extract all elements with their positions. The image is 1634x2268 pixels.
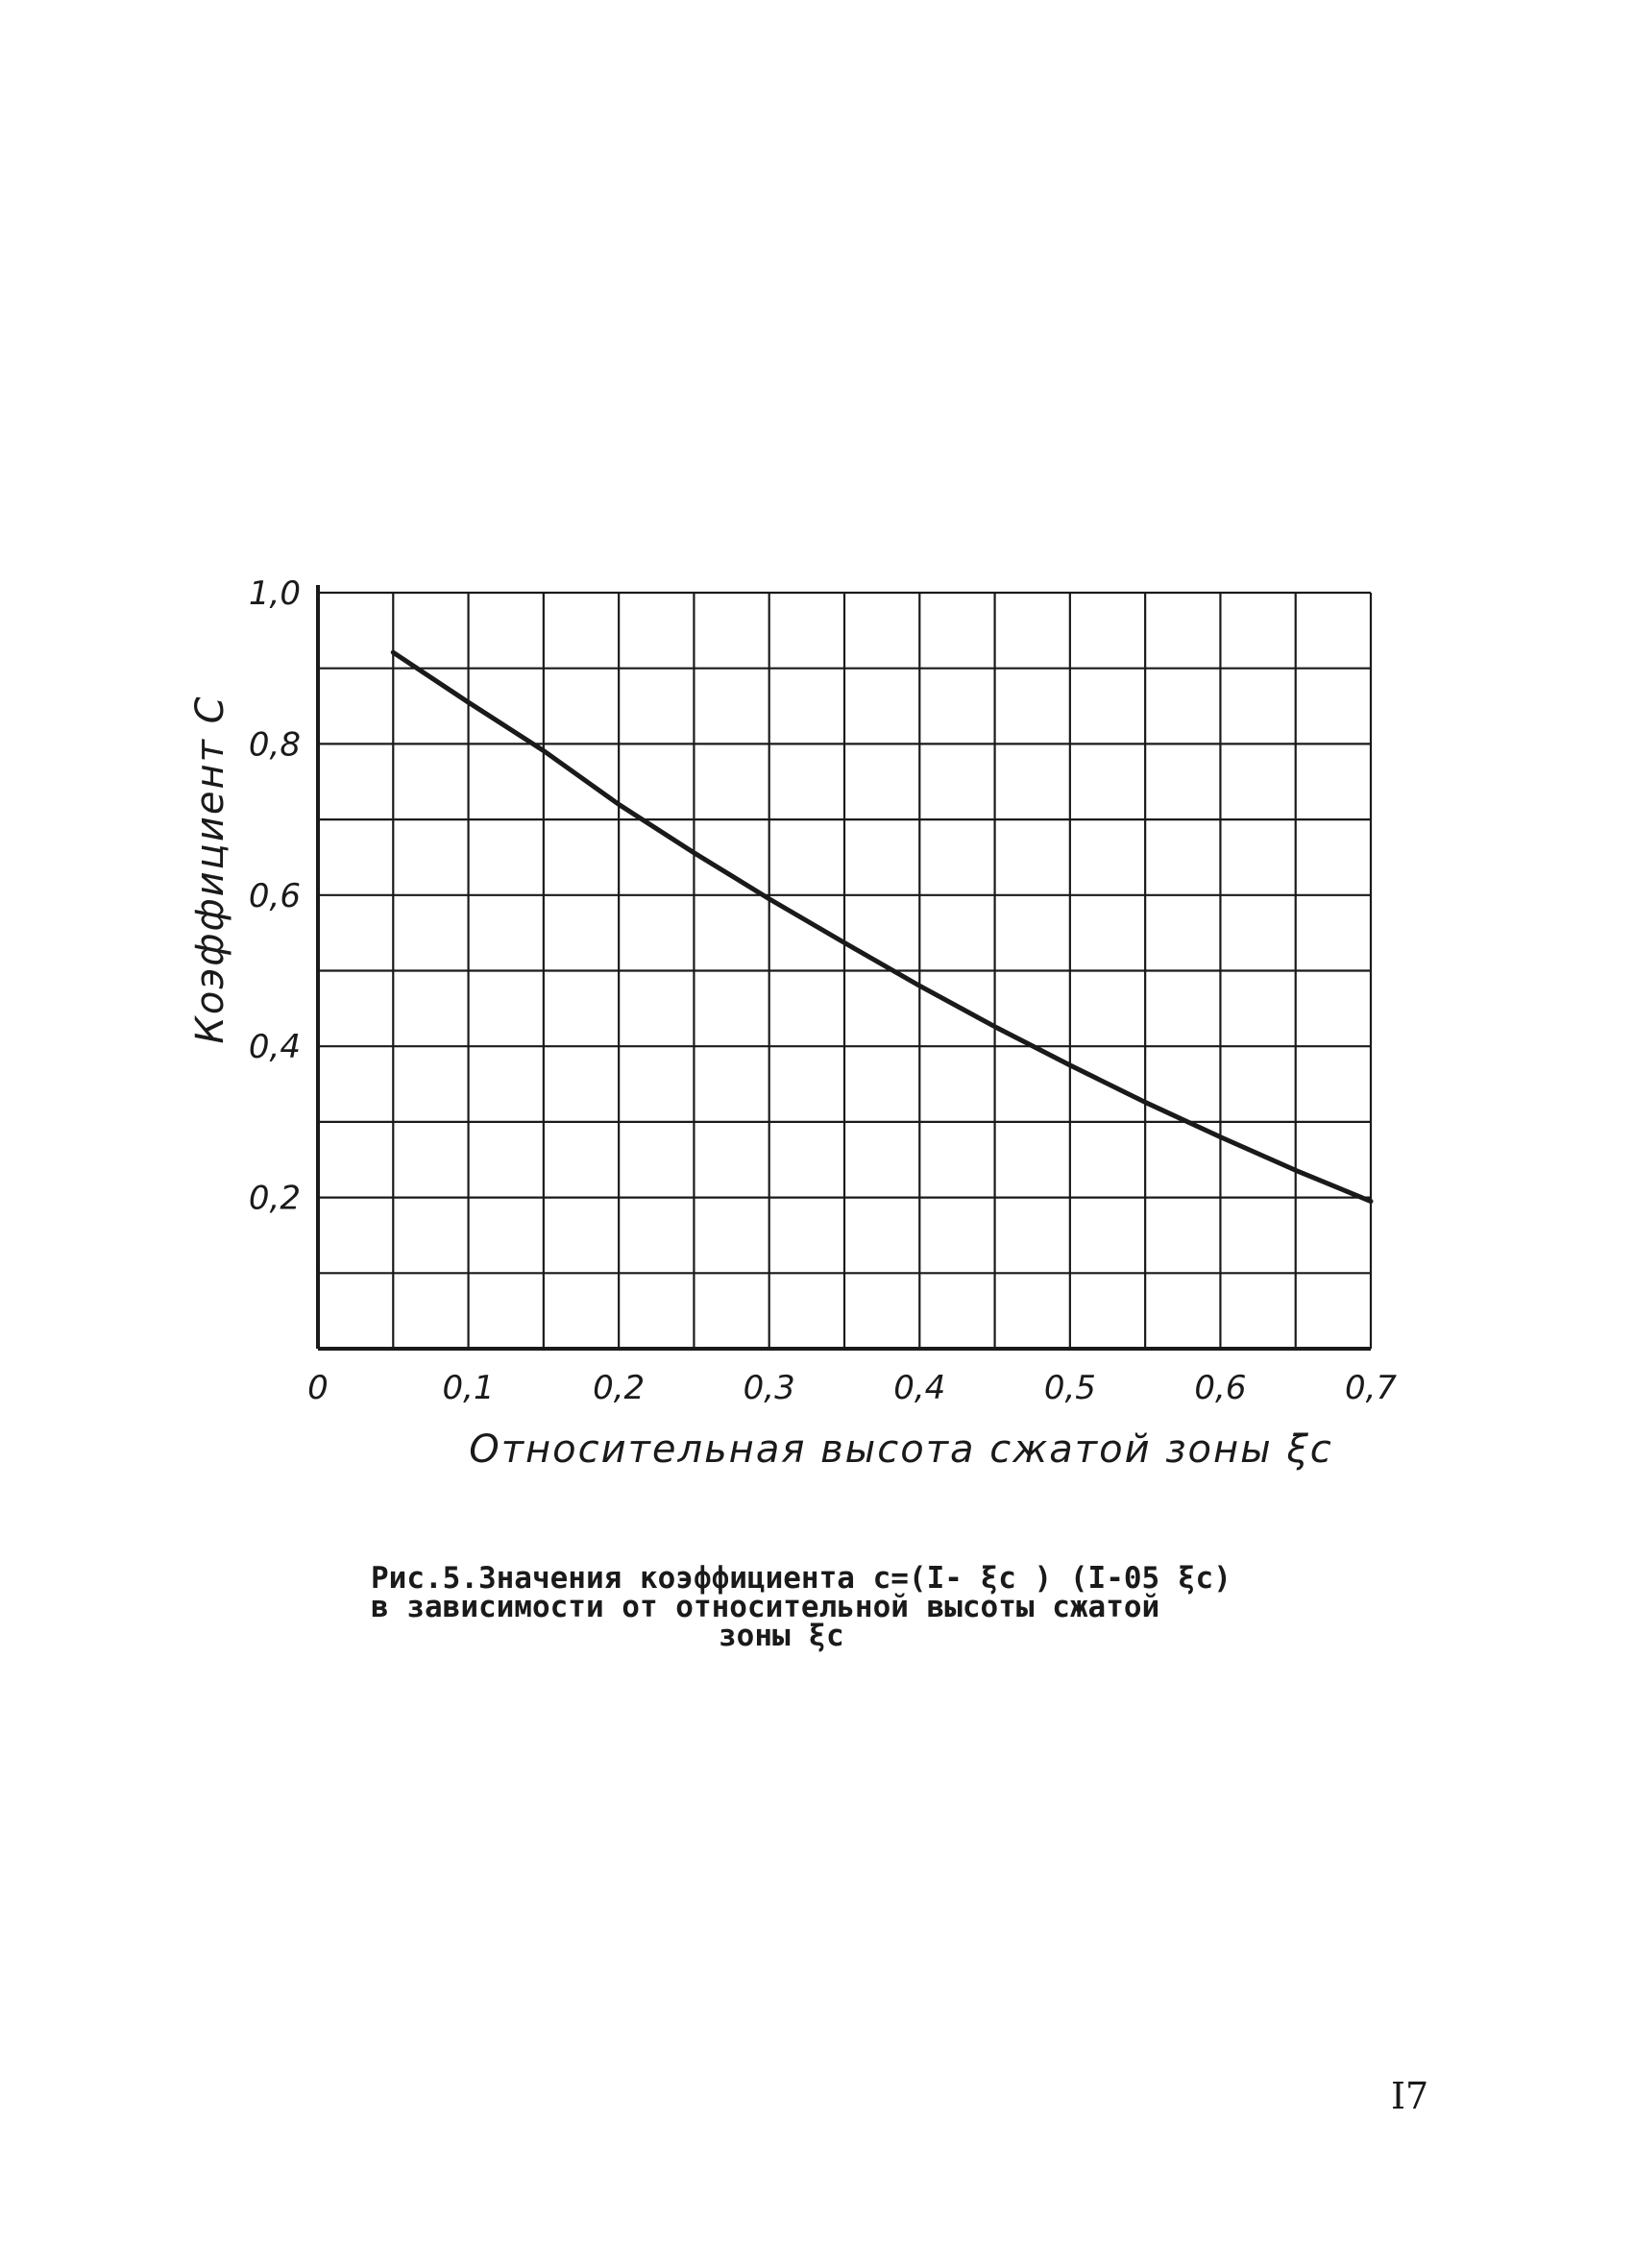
chart-grid: [318, 593, 1371, 1349]
chart-series: [390, 649, 1374, 1205]
x-tick-label: 0,6: [1194, 1369, 1246, 1407]
x-tick-label: 0,1: [443, 1369, 495, 1407]
x-tick-label: 0: [307, 1369, 329, 1407]
x-tick-label: 0,4: [893, 1369, 945, 1407]
y-tick-labels: 0,2 0,4 0,6 0,8 1,0: [249, 574, 301, 1218]
page-number: I7: [1391, 2075, 1429, 2117]
y-tick-label: 1,0: [249, 574, 301, 613]
x-tick-label: 0,5: [1044, 1369, 1096, 1407]
x-tick-label: 0,2: [593, 1369, 645, 1407]
y-tick-label: 0,2: [249, 1180, 301, 1218]
y-axis-label: Коэффициент С: [188, 695, 232, 1043]
x-axis-label: Относительная высота сжатой зоны ξc: [469, 1427, 1333, 1472]
y-tick-label: 0,8: [249, 725, 301, 764]
caption-line-2: в зависимости от относительной высоты сж…: [371, 1590, 1160, 1624]
figure-caption: Рис.5.Значения коэффициента c=(I- ξc ) (…: [371, 1561, 1331, 1653]
y-tick-label: 0,6: [249, 877, 301, 915]
chart-frame: [316, 585, 1373, 1351]
x-tick-label: 0,3: [744, 1369, 795, 1407]
caption-line-3: зоны ξc: [719, 1619, 844, 1653]
caption-line-1: Рис.5.Значения коэффициента c=(I- ξc ) (…: [371, 1561, 1232, 1596]
chart: 0 0,1 0,2 0,3 0,4 0,5 0,6 0,7 0,2 0,4 0,6 0,8 1,0 О…: [188, 574, 1397, 1472]
series-line: [390, 649, 1374, 1205]
x-tick-labels: 0 0,1 0,2 0,3 0,4 0,5 0,6 0,7: [307, 1369, 1397, 1407]
y-tick-label: 0,4: [249, 1028, 301, 1066]
x-tick-label: 0,7: [1345, 1369, 1397, 1407]
